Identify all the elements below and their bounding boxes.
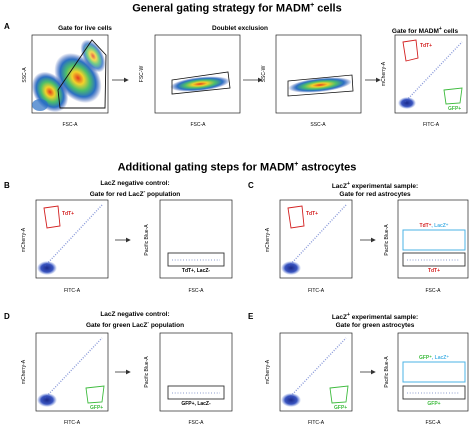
y-axis-label: mCherry-A — [265, 227, 271, 252]
plot-a1-live-cells: SSC-A FSC-A — [22, 34, 109, 128]
gfp-gate — [329, 385, 349, 404]
subtitle-madm-cells: Gate for MADM+ cells — [391, 26, 459, 36]
gate-label-gfp: GFP+ — [427, 401, 440, 407]
lacz-pos-gate — [402, 229, 466, 251]
panel-letter-c: C — [248, 181, 254, 190]
tdt-gate — [287, 205, 305, 229]
plot-d-right: GFP+, LacZ- Pacific Blue-A FSC-A — [144, 332, 233, 426]
gfp-gate-label: GFP+ — [90, 405, 103, 411]
subtitle-d: LacZ negative control: Gate for green Lac… — [85, 311, 185, 330]
x-axis-label: FITC-A — [64, 420, 81, 426]
gfp-gate-label: GFP+ — [448, 106, 461, 112]
tdt-gate — [43, 205, 61, 229]
plot-a3-ssc-doublet: SSC-W SSC-A — [261, 34, 362, 128]
y-axis-label: mCherry-A — [21, 227, 27, 252]
page-title-general: General gating strategy for MADM+ cells — [132, 2, 342, 15]
scatter-cloud — [288, 77, 352, 93]
y-axis-label-ssc-w: SSC-W — [261, 65, 267, 82]
x-axis-label: FSC-A — [426, 420, 442, 426]
lacz-neg-gate — [167, 252, 225, 267]
panel-letter-e: E — [248, 312, 254, 321]
x-axis-label-ssc-a: SSC-A — [310, 122, 326, 128]
singlet-gate-fsc — [171, 71, 231, 95]
singlet-gate-ssc — [287, 74, 354, 97]
x-axis-label-fitc-a: FITC-A — [423, 122, 440, 128]
plot-c-left: TdT+ mCherry-A FITC-A — [265, 199, 353, 294]
y-axis-label: mCherry-A — [21, 359, 27, 384]
y-axis-label-fsc-w: FSC-W — [139, 66, 145, 83]
lacz-neg-gate — [402, 252, 466, 267]
subtitle-live-cells: Gate for live cells — [58, 25, 112, 32]
page-title-additional: Additional gating steps for MADM+ astroc… — [117, 161, 357, 174]
lacz-pos-gate — [402, 361, 466, 383]
x-axis-label-fsc-a: FSC-A — [63, 122, 79, 128]
scatter-cloud — [170, 76, 230, 92]
y-axis-label-ssc-a: SSC-A — [22, 67, 28, 83]
subtitle-b: LacZ negative control: Gate for red LacZ-… — [89, 180, 181, 199]
gate-label-lacz-pos: TdT⁺, LacZ⁺ — [420, 223, 449, 229]
panel-letter-b: B — [4, 181, 10, 190]
y-axis-label: mCherry-A — [265, 359, 271, 384]
subtitle-e: LacZ+ experimental sample: Gate for green… — [331, 312, 419, 330]
panel-letter-a: A — [4, 22, 10, 31]
gate-label-tdt: TdT+ — [428, 268, 440, 274]
x-axis-label: FSC-A — [426, 288, 442, 294]
plot-d-left: GFP+ mCherry-A FITC-A — [21, 332, 109, 426]
lacz-neg-gate — [402, 385, 466, 400]
y-axis-label: Pacific Blue-A — [384, 356, 390, 388]
x-axis-label: FSC-A — [189, 420, 205, 426]
plot-b-left: TdT+ mCherry-A FITC-A — [21, 199, 109, 294]
gate-label-lacz-pos: GFP⁺, LacZ⁺ — [419, 355, 449, 361]
y-axis-label: Pacific Blue-A — [384, 224, 390, 256]
tdt-gate-label: TdT+ — [62, 211, 74, 217]
x-axis-label: FITC-A — [64, 288, 81, 294]
plot-a2-fsc-doublet: FSC-W FSC-A — [139, 34, 241, 128]
gfp-gate — [443, 87, 463, 105]
gate-label: GFP+, LacZ- — [181, 401, 211, 407]
scatter-cloud — [398, 97, 416, 109]
gate-label: TdT+, LacZ- — [182, 268, 211, 274]
x-axis-label: FSC-A — [189, 288, 205, 294]
plot-b-right: TdT+, LacZ- Pacific Blue-A FSC-A — [144, 199, 233, 294]
plot-c-right: TdT⁺, LacZ⁺ TdT+ Pacific Blue-A FSC-A — [384, 199, 469, 294]
y-axis-label: Pacific Blue-A — [144, 356, 150, 388]
plot-e-right: GFP⁺, LacZ⁺ GFP+ Pacific Blue-A FSC-A — [384, 332, 469, 426]
gfp-gate — [85, 385, 105, 404]
lacz-neg-gate — [167, 385, 225, 400]
tdt-gate-label: TdT+ — [420, 43, 432, 49]
plot-e-left: GFP+ mCherry-A FITC-A — [265, 332, 353, 426]
y-axis-label-mcherry-a: mCherry-A — [381, 61, 387, 86]
live-cell-gate — [57, 39, 107, 109]
gfp-gate-label: GFP+ — [334, 405, 347, 411]
y-axis-label: Pacific Blue-A — [144, 224, 150, 256]
subtitle-doublet: Doublet exclusion — [212, 25, 268, 32]
x-axis-label: FITC-A — [308, 288, 325, 294]
plot-a4-madm: TdT+ GFP+ mCherry-A FITC-A — [381, 34, 468, 128]
x-axis-label-fsc-a: FSC-A — [191, 122, 207, 128]
subtitle-c: LacZ+ experimental sample: Gate for red a… — [331, 181, 419, 199]
tdt-gate-label: TdT+ — [306, 211, 318, 217]
x-axis-label: FITC-A — [308, 420, 325, 426]
tdt-gate — [402, 39, 419, 62]
panel-letter-d: D — [4, 312, 10, 321]
